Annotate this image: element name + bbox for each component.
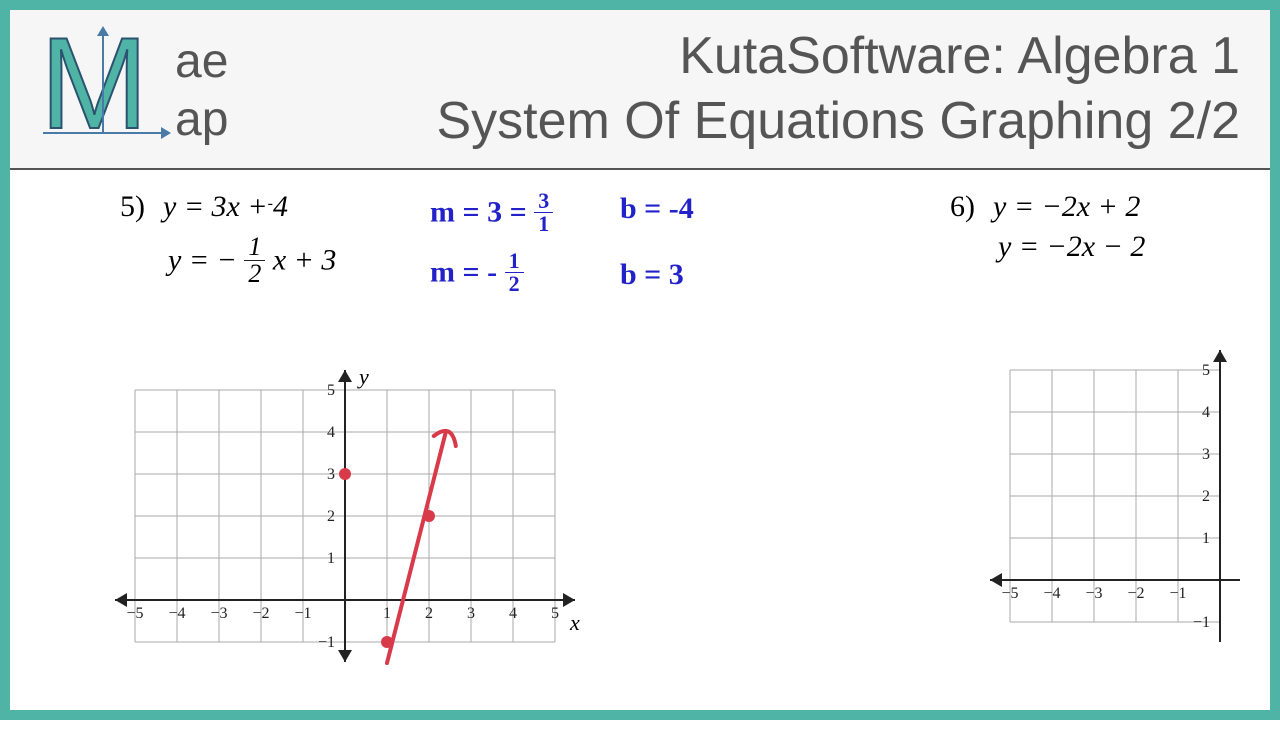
annot-m2: m = - 1 2 — [430, 252, 524, 297]
problem-5: 5) y = 3x +-4 y = − 1 2 x + 3 — [120, 190, 336, 295]
title-block: KutaSoftware: Algebra 1 System Of Equati… — [260, 24, 1240, 154]
svg-text:−1: −1 — [1193, 614, 1210, 631]
svg-text:2: 2 — [327, 508, 335, 525]
svg-text:−4: −4 — [1043, 585, 1060, 602]
title-line-2: System Of Equations Graphing 2/2 — [260, 89, 1240, 154]
svg-text:5: 5 — [551, 605, 559, 622]
frac-n: 3 — [534, 190, 553, 213]
eq2-frac: 1 2 — [244, 234, 265, 287]
eq2-post: x + 3 — [273, 243, 337, 276]
annot-m2-frac: 1 2 — [505, 250, 524, 295]
svg-text:5: 5 — [327, 382, 335, 399]
svg-text:5: 5 — [1202, 362, 1210, 379]
svg-text:3: 3 — [467, 605, 475, 622]
graph-6: −5 −4 −3 −2 −1 −1 1 2 3 4 5 — [910, 340, 1280, 715]
frac-n: 1 — [505, 250, 524, 273]
svg-text:1: 1 — [327, 550, 335, 567]
svg-text:4: 4 — [509, 605, 517, 622]
annot-m1-text: m = 3 = — [430, 195, 527, 228]
logo-text-ap: ap — [175, 92, 228, 147]
logo-text-ae: ae — [175, 34, 228, 89]
problem-6: 6) y = −2x + 2 y = −2x − 2 — [950, 190, 1145, 270]
logo: M ae ap — [40, 24, 260, 154]
svg-text:−1: −1 — [294, 605, 311, 622]
svg-text:1: 1 — [1202, 530, 1210, 547]
logo-arrow-y — [102, 34, 104, 134]
frac-d: 1 — [534, 213, 553, 235]
svg-text:y: y — [357, 364, 369, 389]
svg-text:−5: −5 — [1001, 585, 1018, 602]
svg-text:2: 2 — [425, 605, 433, 622]
eq1-pre: y = 3x + — [163, 190, 268, 223]
svg-text:3: 3 — [327, 466, 335, 483]
problem-5-eq1: y = 3x +-4 — [163, 190, 288, 224]
logo-letter-m: M — [40, 18, 148, 148]
svg-text:x: x — [569, 610, 580, 635]
svg-text:4: 4 — [327, 424, 335, 441]
annot-m1: m = 3 = 3 1 — [430, 192, 553, 237]
svg-text:1: 1 — [383, 605, 391, 622]
content: 5) y = 3x +-4 y = − 1 2 x + 3 m = 3 = — [10, 170, 1270, 710]
annot-m2-text: m = - — [430, 255, 497, 288]
svg-text:−4: −4 — [168, 605, 185, 622]
annot-b1: b = -4 — [620, 192, 694, 226]
eq1-const: 4 — [273, 190, 288, 223]
problem-5-number: 5) — [120, 190, 145, 224]
svg-text:−5: −5 — [126, 605, 143, 622]
svg-text:−1: −1 — [318, 634, 335, 651]
svg-text:3: 3 — [1202, 446, 1210, 463]
problem-6-eq2: y = −2x − 2 — [998, 230, 1145, 264]
svg-text:−2: −2 — [252, 605, 269, 622]
app-frame: M ae ap KutaSoftware: Algebra 1 System O… — [0, 0, 1280, 720]
title-line-1: KutaSoftware: Algebra 1 — [260, 24, 1240, 89]
frac-d: 2 — [244, 261, 265, 287]
graph-5: −5 −4 −3 −2 −1 1 2 3 4 5 1 2 3 4 5 −1 x y — [95, 360, 615, 735]
svg-text:−2: −2 — [1127, 585, 1144, 602]
problem-6-number: 6) — [950, 190, 975, 224]
frac-d: 2 — [505, 273, 524, 295]
svg-text:4: 4 — [1202, 404, 1210, 421]
annot-b2: b = 3 — [620, 258, 684, 292]
frac-n: 1 — [244, 234, 265, 261]
annot-m1-frac: 3 1 — [534, 190, 553, 235]
problem-5-eq2: y = − 1 2 x + 3 — [168, 236, 336, 289]
svg-text:2: 2 — [1202, 488, 1210, 505]
problem-6-eq1: y = −2x + 2 — [993, 190, 1140, 224]
header: M ae ap KutaSoftware: Algebra 1 System O… — [10, 10, 1270, 170]
graph-5-svg: −5 −4 −3 −2 −1 1 2 3 4 5 1 2 3 4 5 −1 x y — [95, 360, 615, 730]
svg-text:−3: −3 — [1085, 585, 1102, 602]
graph-6-svg: −5 −4 −3 −2 −1 −1 1 2 3 4 5 — [910, 340, 1280, 710]
eq2-pre: y = − — [168, 243, 237, 276]
svg-text:−3: −3 — [210, 605, 227, 622]
svg-text:−1: −1 — [1169, 585, 1186, 602]
